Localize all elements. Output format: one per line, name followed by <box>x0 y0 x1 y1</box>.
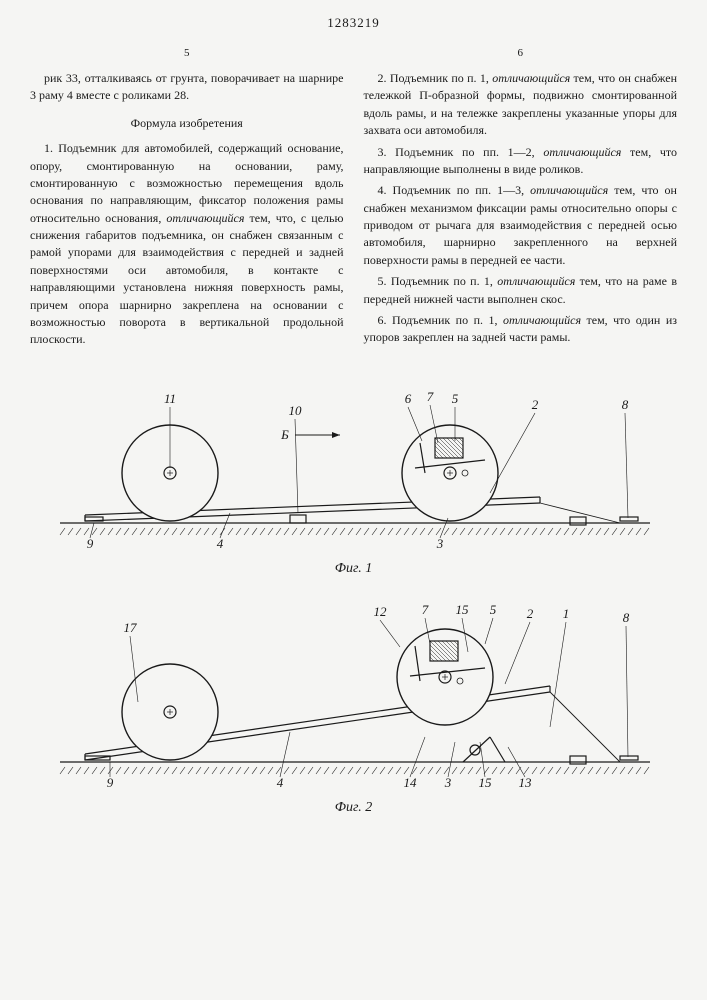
svg-text:9: 9 <box>107 775 114 790</box>
svg-text:14: 14 <box>404 775 418 790</box>
svg-text:1: 1 <box>563 606 570 621</box>
formula-title: Формула изобретения <box>30 115 344 132</box>
claim-paragraph: 3. Подъемник по пп. 1—2, отличающийся те… <box>364 144 678 179</box>
svg-text:3: 3 <box>444 775 452 790</box>
col-num-left: 5 <box>30 46 344 62</box>
svg-text:2: 2 <box>532 397 539 412</box>
svg-text:5: 5 <box>490 602 497 617</box>
claims-right-container: 2. Подъемник по п. 1, отличающийся тем, … <box>364 70 678 347</box>
svg-text:6: 6 <box>405 391 412 406</box>
figure-2-svg: 17 12 7 15 5 2 1 8 9 4 14 3 15 13 <box>30 592 670 792</box>
svg-text:13: 13 <box>519 775 533 790</box>
svg-text:7: 7 <box>422 602 429 617</box>
svg-text:2: 2 <box>527 606 534 621</box>
figure-2-label: Фиг. 2 <box>30 800 677 816</box>
right-column: 6 2. Подъемник по п. 1, отличающийся тем… <box>364 46 678 353</box>
svg-text:8: 8 <box>622 397 629 412</box>
svg-text:15: 15 <box>479 775 493 790</box>
svg-text:17: 17 <box>124 620 138 635</box>
left-column: 5 рик 33, отталкиваясь от грунта, повора… <box>30 46 344 353</box>
figure-1: Б 11 10 67 5 2 8 9 4 3 Фиг. 1 <box>30 373 677 577</box>
claims-left-container: 1. Подъемник для автомобилей, содержащий… <box>30 140 344 349</box>
svg-text:10: 10 <box>289 403 303 418</box>
claim-paragraph: 1. Подъемник для автомобилей, содержащий… <box>30 140 344 349</box>
claim-paragraph: 2. Подъемник по п. 1, отличающийся тем, … <box>364 70 678 140</box>
text-columns: 5 рик 33, отталкиваясь от грунта, повора… <box>30 46 677 353</box>
svg-text:8: 8 <box>623 610 630 625</box>
figures-area: Б111067528943 Фиг. 1 1712715521894143151… <box>30 373 677 816</box>
claim-paragraph: 6. Подъемник по п. 1, отличающийся тем, … <box>364 312 678 347</box>
claim-paragraph: 5. Подъемник по п. 1, отличающийся тем, … <box>364 273 678 308</box>
svg-text:4: 4 <box>277 775 284 790</box>
svg-text:3: 3 <box>436 536 444 551</box>
svg-text:5: 5 <box>452 391 459 406</box>
figure-2: 17 12 7 15 5 2 1 8 9 4 14 3 15 13 Фиг. 2 <box>30 592 677 816</box>
svg-text:Б: Б <box>280 427 289 442</box>
claim-paragraph: 4. Подъемник по пп. 1—3, отличающийся те… <box>364 182 678 269</box>
svg-text:9: 9 <box>87 536 94 551</box>
figure-1-svg: Б 11 10 67 5 2 8 9 4 3 <box>30 373 670 553</box>
svg-text:12: 12 <box>374 604 388 619</box>
svg-text:4: 4 <box>217 536 224 551</box>
svg-text:7: 7 <box>427 389 434 404</box>
svg-text:15: 15 <box>456 602 470 617</box>
intro-paragraph: рик 33, отталкиваясь от грунта, поворачи… <box>30 70 344 105</box>
patent-number: 1283219 <box>30 15 677 31</box>
svg-text:11: 11 <box>164 391 176 406</box>
col-num-right: 6 <box>364 46 678 62</box>
figure-1-label: Фиг. 1 <box>30 561 677 577</box>
